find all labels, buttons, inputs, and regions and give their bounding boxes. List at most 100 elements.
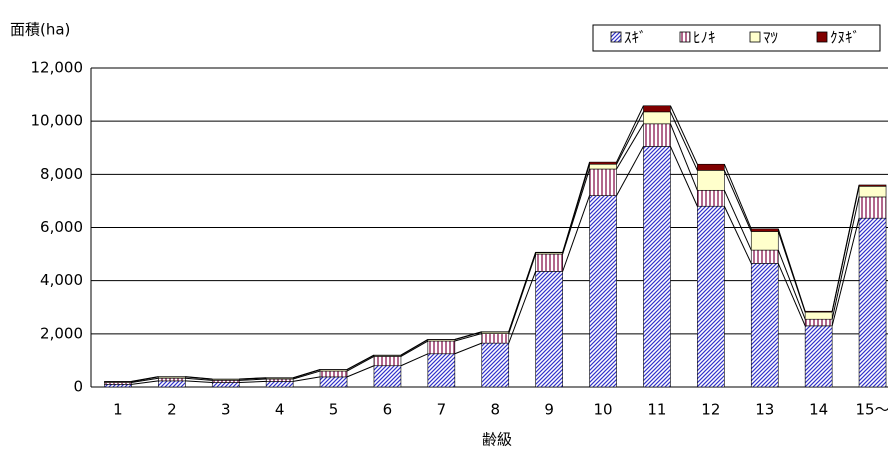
bar-segment bbox=[211, 382, 240, 388]
legend-swatch bbox=[610, 31, 622, 43]
x-tick-label: 1 bbox=[113, 401, 123, 419]
bar-segment bbox=[643, 111, 671, 125]
series-line bbox=[831, 196, 860, 320]
y-tick-label: 4,000 bbox=[40, 271, 83, 289]
x-tick-label: 2 bbox=[167, 401, 177, 419]
bar-segment bbox=[750, 249, 779, 264]
bar-segment bbox=[697, 205, 725, 388]
series-line bbox=[669, 105, 698, 165]
series-line bbox=[131, 380, 159, 385]
bar-segment bbox=[697, 163, 725, 171]
x-tick-label: 11 bbox=[647, 401, 666, 419]
legend-label: ﾋﾉｷ bbox=[693, 29, 716, 47]
series-line bbox=[454, 342, 482, 355]
series-line bbox=[293, 370, 321, 380]
series-line bbox=[508, 271, 537, 344]
bar-segment bbox=[265, 381, 294, 388]
bar-segment bbox=[373, 365, 402, 388]
series-line bbox=[669, 123, 698, 191]
bar-segment bbox=[750, 231, 779, 251]
x-tick-label: 14 bbox=[809, 401, 828, 419]
bar-segment bbox=[319, 370, 348, 378]
series-line bbox=[669, 111, 698, 171]
series-line bbox=[400, 340, 429, 357]
y-tick-label: 0 bbox=[73, 378, 83, 396]
series-line bbox=[185, 377, 213, 381]
bar-segment bbox=[804, 310, 833, 313]
series-line bbox=[616, 111, 644, 165]
y-tick-label: 2,000 bbox=[40, 324, 83, 342]
bar-segment bbox=[858, 196, 887, 219]
series-line bbox=[131, 376, 159, 382]
x-tick-label: 5 bbox=[329, 401, 339, 419]
series-line bbox=[400, 353, 429, 367]
series-line bbox=[777, 228, 806, 312]
series-line bbox=[616, 105, 644, 163]
series-line bbox=[831, 184, 860, 312]
bar-segment bbox=[804, 318, 833, 327]
series-line bbox=[346, 354, 375, 370]
bar-segment bbox=[589, 161, 617, 165]
x-tick-label: 15～ bbox=[856, 401, 888, 419]
legend: ｽｷﾞ ﾋﾉｷ ﾏﾂ ｸﾇｷﾞ bbox=[592, 24, 881, 52]
x-tick-label: 12 bbox=[701, 401, 720, 419]
x-tick-label: 8 bbox=[490, 401, 500, 419]
bar-segment bbox=[158, 380, 186, 388]
y-tick-label: 10,000 bbox=[31, 112, 84, 130]
bar-segment bbox=[535, 251, 563, 254]
y-tick-label: 6,000 bbox=[40, 218, 83, 236]
bar-segment bbox=[158, 377, 186, 382]
bar-segment bbox=[697, 189, 725, 207]
series-line bbox=[293, 368, 321, 379]
x-tick-label: 6 bbox=[383, 401, 393, 419]
series-line bbox=[400, 338, 429, 356]
bar-segment bbox=[643, 123, 671, 147]
series-line bbox=[454, 331, 482, 340]
series-line bbox=[346, 365, 375, 378]
bar-segment bbox=[858, 185, 887, 198]
series-line bbox=[239, 377, 267, 380]
bar-segment bbox=[427, 353, 456, 388]
x-tick-label: 10 bbox=[594, 401, 613, 419]
series-line bbox=[723, 164, 752, 230]
bar-segment bbox=[643, 146, 671, 388]
y-tick-label: 8,000 bbox=[40, 165, 83, 183]
series-line bbox=[616, 146, 644, 196]
x-tick-label: 4 bbox=[275, 401, 285, 419]
series-line bbox=[293, 376, 321, 382]
series-line bbox=[239, 380, 267, 383]
bar-segment bbox=[535, 253, 563, 272]
series-line bbox=[723, 190, 752, 251]
y-axis-label: 面積(ha) bbox=[10, 21, 70, 39]
bar-segment bbox=[104, 384, 132, 388]
bar-segment bbox=[319, 376, 348, 388]
series-line bbox=[454, 333, 482, 342]
series-line bbox=[562, 161, 591, 253]
series-line bbox=[185, 376, 213, 380]
bar-segment bbox=[265, 378, 294, 382]
legend-swatch bbox=[679, 31, 691, 43]
bar-segment bbox=[858, 184, 887, 187]
legend-label: ｸﾇｷﾞ bbox=[830, 29, 860, 47]
bar-segment bbox=[589, 163, 617, 170]
legend-label: ﾏﾂ bbox=[763, 29, 778, 47]
bar-segment bbox=[858, 217, 887, 388]
bar-segment bbox=[535, 271, 563, 388]
series-line bbox=[185, 380, 213, 383]
bar-segment bbox=[804, 325, 833, 388]
series-line bbox=[131, 377, 159, 383]
y-tick-label: 12,000 bbox=[31, 59, 84, 77]
x-tick-label: 9 bbox=[544, 401, 554, 419]
series-line bbox=[562, 168, 591, 255]
bar-segment bbox=[589, 195, 617, 388]
legend-box bbox=[592, 24, 881, 52]
bar-segment bbox=[750, 263, 779, 388]
series-line bbox=[616, 123, 644, 170]
legend-swatch bbox=[749, 31, 761, 43]
bar-segment bbox=[481, 333, 510, 344]
bar-segment bbox=[427, 340, 456, 355]
legend-swatch bbox=[816, 31, 828, 43]
x-tick-label: 3 bbox=[221, 401, 231, 419]
series-line bbox=[777, 249, 806, 320]
bar-segment bbox=[750, 228, 779, 232]
